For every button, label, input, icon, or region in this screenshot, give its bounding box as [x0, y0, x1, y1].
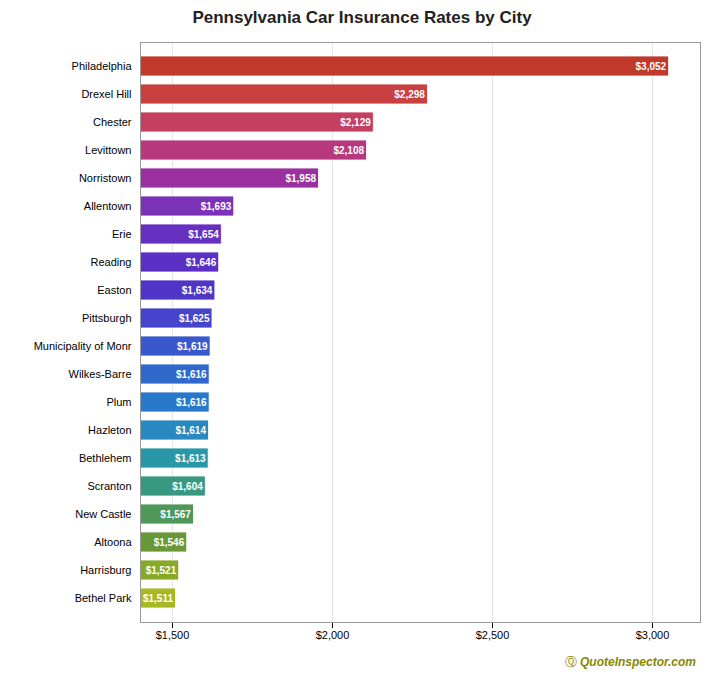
html-text:Pennsylvania Car Insurance Rat: Pennsylvania Car Insurance Rates by City: [192, 8, 532, 27]
svg-text:$1,646: $1,646: [186, 257, 217, 268]
svg-text:New Castle: New Castle: [75, 508, 131, 520]
svg-text:$2,108: $2,108: [333, 145, 364, 156]
svg-text:$1,616: $1,616: [176, 369, 207, 380]
svg-text:$1,521: $1,521: [146, 565, 177, 576]
svg-text:Allentown: Allentown: [84, 200, 132, 212]
svg-text:$3,052: $3,052: [636, 61, 667, 72]
svg-text:$1,511: $1,511: [143, 593, 173, 604]
svg-text:$3,000: $3,000: [636, 629, 670, 641]
svg-text:Norristown: Norristown: [79, 172, 132, 184]
svg-text:$1,654: $1,654: [188, 229, 219, 240]
svg-text:Plum: Plum: [106, 396, 131, 408]
svg-text:Pittsburgh: Pittsburgh: [82, 312, 132, 324]
svg-text:$1,616: $1,616: [176, 397, 207, 408]
svg-text:$2,000: $2,000: [316, 629, 350, 641]
svg-text:$2,129: $2,129: [340, 117, 371, 128]
svg-text:$1,613: $1,613: [175, 453, 206, 464]
svg-text:$1,546: $1,546: [154, 537, 185, 548]
svg-text:$1,634: $1,634: [182, 285, 213, 296]
svg-text:Wilkes-Barre: Wilkes-Barre: [69, 368, 132, 380]
svg-text:$1,958: $1,958: [285, 173, 316, 184]
svg-text:Easton: Easton: [97, 284, 131, 296]
svg-text:Bethlehem: Bethlehem: [79, 452, 132, 464]
svg-text:Scranton: Scranton: [87, 480, 131, 492]
svg-text:$1,625: $1,625: [179, 313, 210, 324]
svg-text:$1,619: $1,619: [177, 341, 208, 352]
svg-text:$1,604: $1,604: [172, 481, 203, 492]
svg-text:Hazleton: Hazleton: [88, 424, 131, 436]
svg-text:Erie: Erie: [112, 228, 132, 240]
svg-text:$1,693: $1,693: [201, 201, 232, 212]
svg-text:Philadelphia: Philadelphia: [72, 60, 133, 72]
svg-text:Bethel Park: Bethel Park: [75, 592, 132, 604]
svg-text:$1,614: $1,614: [175, 425, 206, 436]
svg-text:Levittown: Levittown: [85, 144, 131, 156]
svg-text:$2,298: $2,298: [394, 89, 425, 100]
svg-text:Altoona: Altoona: [94, 536, 132, 548]
svg-text:Harrisburg: Harrisburg: [80, 564, 131, 576]
svg-text:$1,567: $1,567: [160, 509, 191, 520]
svg-text:Municipality of Monr: Municipality of Monr: [34, 340, 132, 352]
svg-text:$2,500: $2,500: [476, 629, 510, 641]
svg-text:Chester: Chester: [93, 116, 132, 128]
svg-text:Reading: Reading: [91, 256, 132, 268]
svg-text:$1,500: $1,500: [156, 629, 190, 641]
svg-text:Drexel Hill: Drexel Hill: [81, 88, 131, 100]
html-text:Ⓠ QuoteInspector.com: Ⓠ QuoteInspector.com: [564, 655, 696, 669]
